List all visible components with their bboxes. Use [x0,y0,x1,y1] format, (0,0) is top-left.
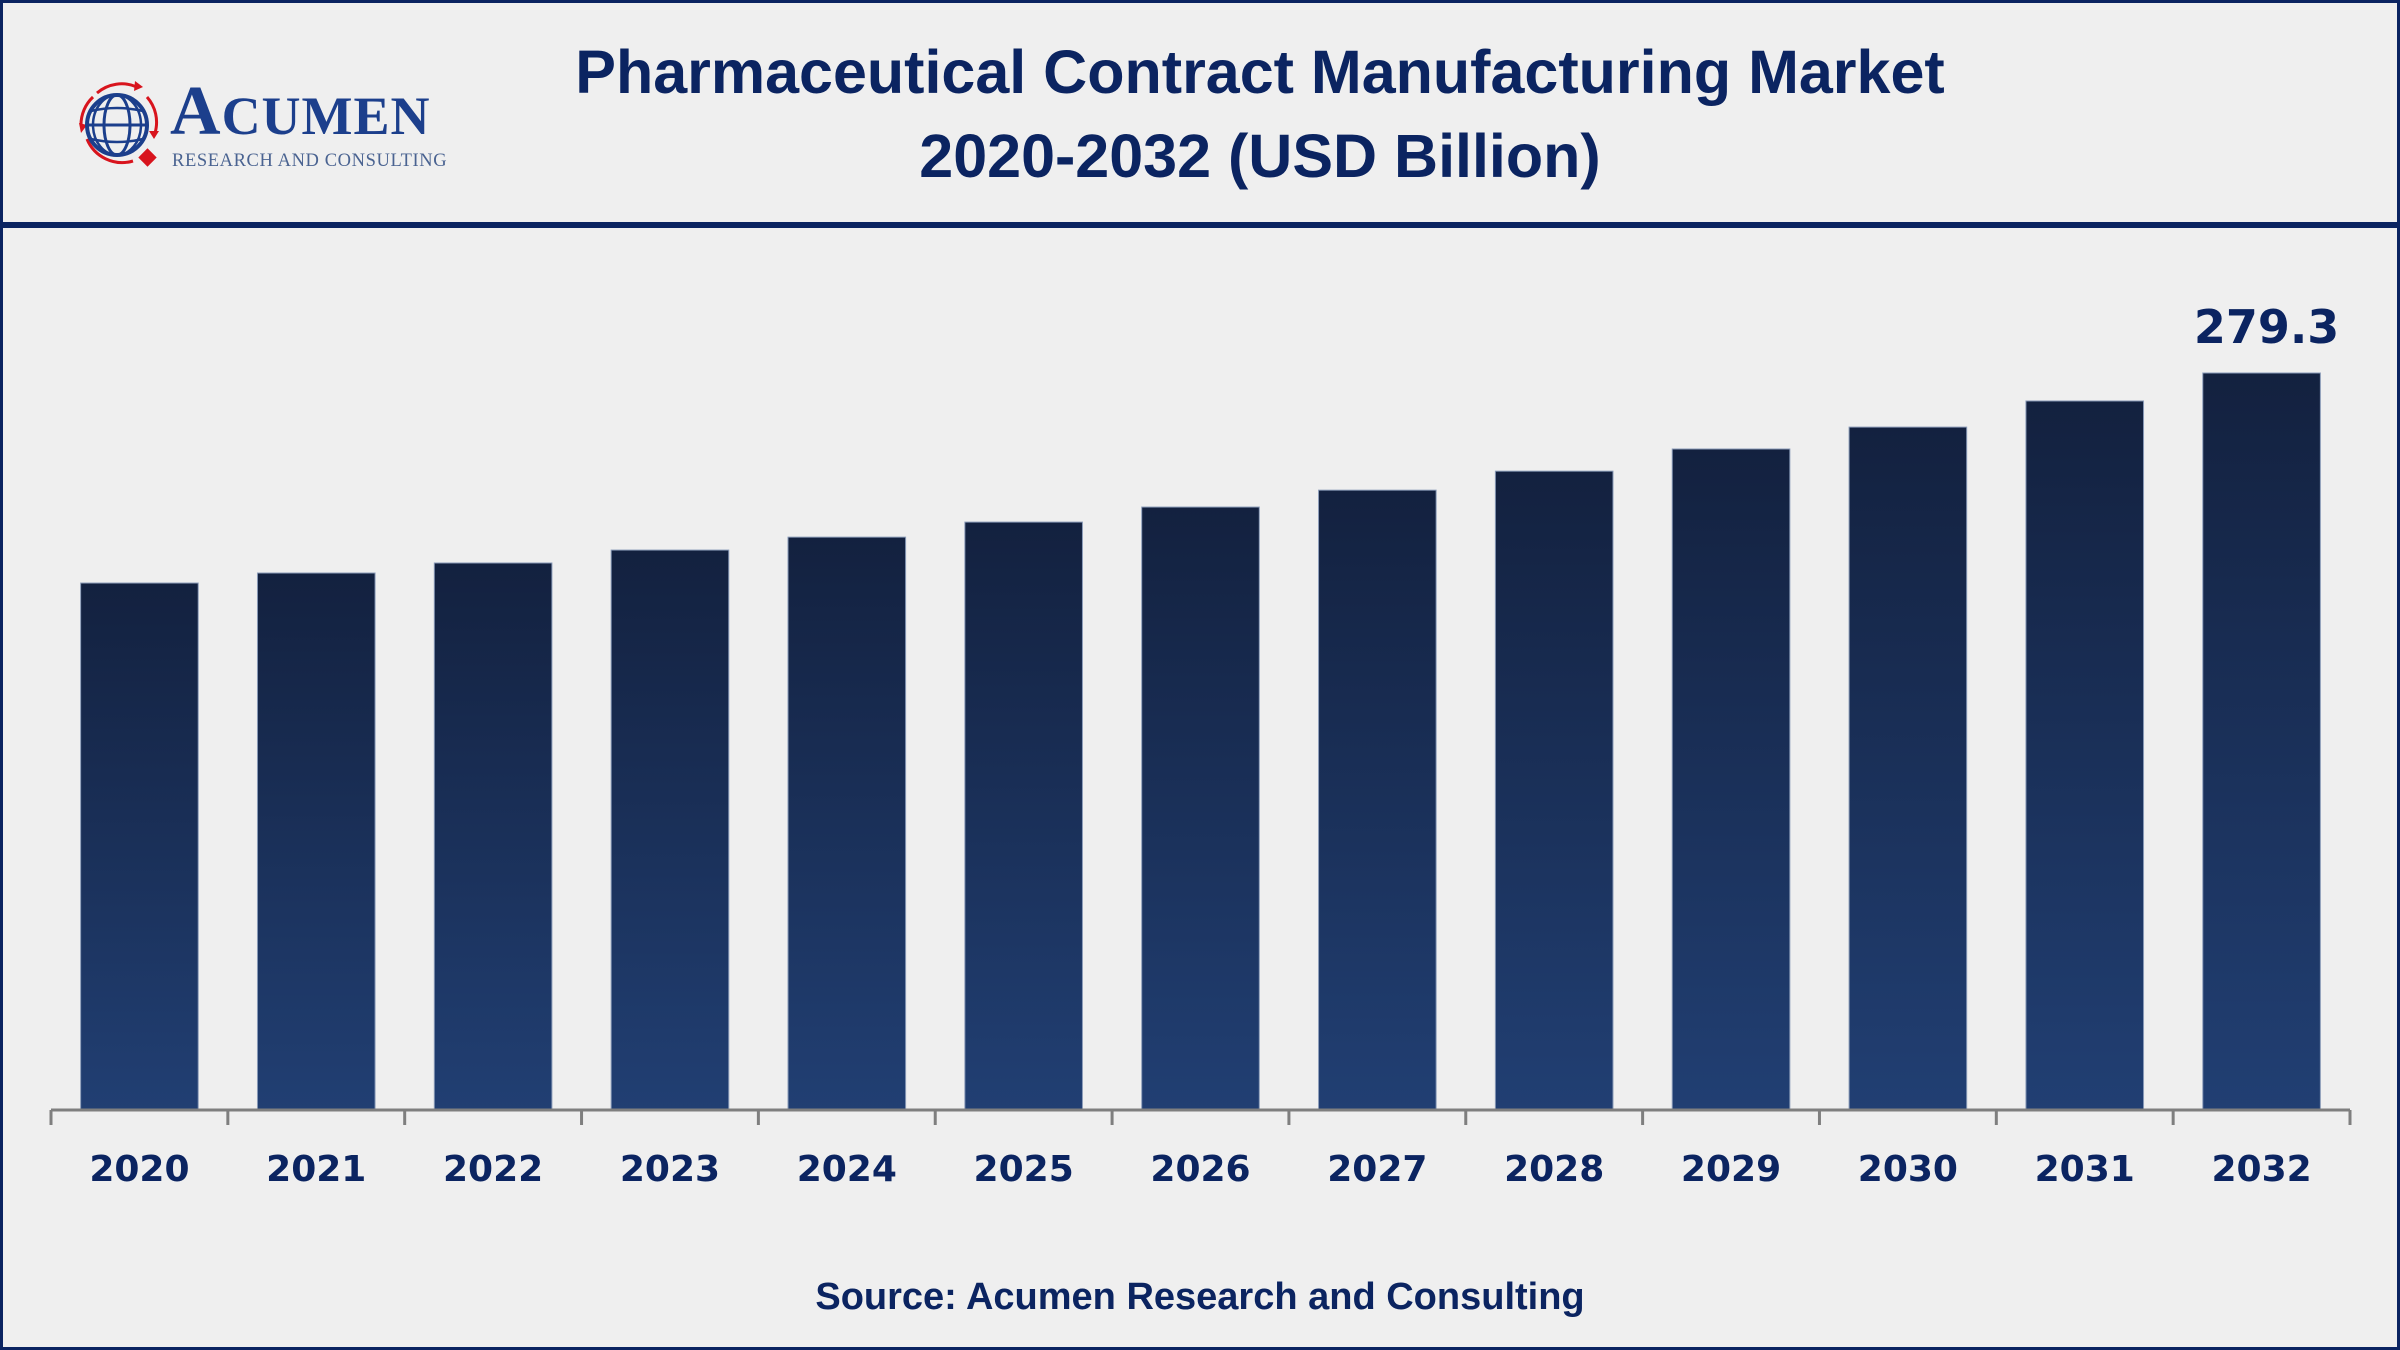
bar-2029 [1671,448,1791,1111]
bar-2026 [1141,506,1260,1111]
bars-group [80,372,2321,1111]
logo-brand-rest: CUMEN [221,86,431,146]
source-note: Source: Acumen Research and Consulting [815,1276,1585,1318]
tick-labels-group: 2020 2021 2022 2023 2024 2025 2026 2027 2028 2029… [89,300,2339,1190]
chart-title-line2: 2020-2032 (USD Billion) [919,122,1601,190]
bar-2021 [256,572,376,1111]
x-tick-label: 2027 [1327,1149,1427,1190]
x-tick-label: 2030 [1858,1149,1958,1190]
x-tick-label: 2028 [1504,1149,1604,1190]
bar-2028 [1494,470,1614,1111]
globe-icon [79,81,159,167]
logo-initial: A [170,73,222,150]
x-tick-label: 2032 [2211,1149,2311,1190]
data-label-2032: 279.3 [2194,300,2340,354]
bar-2025 [964,521,1083,1111]
header-divider [0,222,2400,228]
chart-title-line1: Pharmaceutical Contract Manufacturing Ma… [575,38,1945,106]
x-tick-label: 2021 [266,1149,366,1190]
logo-tagline: RESEARCH AND CONSULTING [172,151,448,171]
x-tick-label: 2026 [1150,1149,1250,1190]
x-tick-label: 2023 [620,1149,720,1190]
x-tick-label: 2031 [2035,1149,2135,1190]
x-tick-label: 2024 [797,1149,897,1190]
x-tick-label: 2025 [974,1149,1074,1190]
x-tick-label: 2022 [443,1149,543,1190]
bar-2022 [433,562,553,1111]
bar-2020 [80,582,199,1111]
bar-2030 [1848,426,1968,1111]
x-tick-label: 2020 [89,1149,189,1190]
bar-2031 [2025,400,2145,1111]
bar-2023 [610,549,730,1111]
x-tick-label: 2029 [1681,1149,1781,1190]
x-axis [49,1108,2352,1125]
company-logo: ACUMEN RESEARCH AND CONSULTING [75,75,455,175]
logo-wordmark: ACUMEN [170,77,431,147]
bar-2027 [1318,489,1437,1111]
bar-2032 [2202,372,2321,1111]
chart-title: Pharmaceutical Contract Manufacturing Ma… [300,30,2220,198]
bar-2024 [787,536,907,1111]
